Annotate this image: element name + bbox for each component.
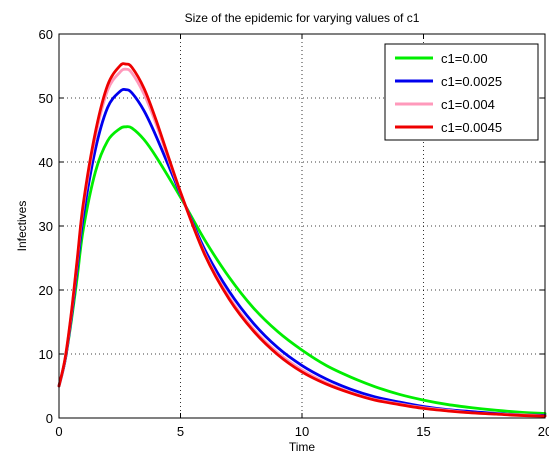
y-tick-label: 60 (39, 27, 53, 42)
chart-title: Size of the epidemic for varying values … (185, 11, 420, 25)
legend-label-4: c1=0.0045 (441, 120, 502, 135)
axis-ticks: 0 5 10 15 20 0 10 20 30 40 50 60 (39, 27, 549, 439)
legend-label-3: c1=0.004 (441, 97, 495, 112)
legend-label-1: c1=0.00 (441, 51, 488, 66)
series-line-4 (57, 62, 547, 418)
y-tick-label: 20 (39, 283, 53, 298)
y-tick-label: 50 (39, 91, 53, 106)
series-line-1 (57, 125, 547, 415)
y-tick-label: 30 (39, 219, 53, 234)
x-tick-label: 15 (416, 424, 430, 439)
x-tick-label: 5 (177, 424, 184, 439)
grid-lines (59, 34, 545, 418)
series-lines (57, 62, 547, 418)
legend-label-2: c1=0.0025 (441, 74, 502, 89)
legend-box (384, 43, 539, 141)
x-axis-title: Time (289, 440, 316, 453)
x-tick-label: 20 (538, 424, 549, 439)
y-tick-label: 10 (39, 347, 53, 362)
y-tick-label: 0 (46, 411, 53, 426)
y-tick-label: 40 (39, 155, 53, 170)
x-tick-label: 0 (55, 424, 62, 439)
x-tick-label: 10 (295, 424, 309, 439)
legend: c1=0.00 c1=0.0025 c1=0.004 c1=0.0045 (384, 43, 539, 141)
y-axis-title: Infectives (15, 201, 29, 252)
